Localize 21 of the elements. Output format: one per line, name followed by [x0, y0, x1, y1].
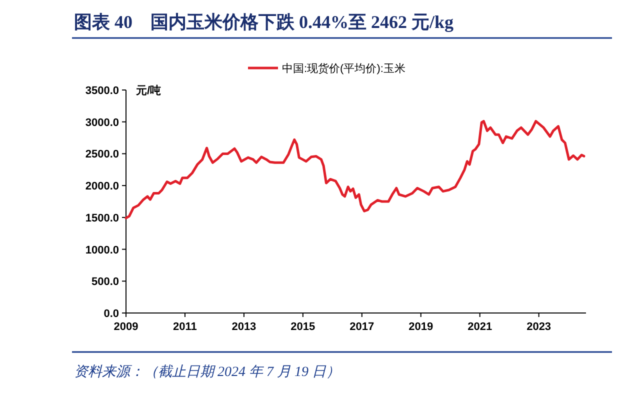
x-tick-label: 2019: [408, 321, 434, 333]
y-tick-label: 3500.0: [85, 85, 119, 97]
y-tick-label: 0.0: [104, 308, 119, 320]
y-tick-label: 2000.0: [85, 180, 119, 193]
y-tick-label: 1000.0: [85, 244, 119, 256]
y-tick-label: 500.0: [91, 276, 119, 288]
text: 资料来源：（截止日期 2024 年 7 月 19 日）: [74, 364, 340, 380]
y-tick-label: 3000.0: [85, 116, 119, 129]
legend-label: 中国:现货价(平均价):玉米: [282, 62, 406, 75]
chart-title: 图表 40 国内玉米价格下跌 0.44%至 2462 元/kg: [74, 12, 454, 32]
x-tick-label: 2011: [173, 321, 197, 333]
x-tick-label: 2023: [526, 321, 552, 333]
y-axis-title: 元/吨: [135, 84, 162, 97]
x-tick-label: 2009: [114, 321, 138, 333]
x-tick-label: 2013: [232, 321, 256, 333]
y-tick-label: 2500.0: [85, 148, 119, 161]
x-tick-label: 2015: [290, 321, 316, 333]
x-tick-label: 2017: [350, 321, 374, 333]
line-series: [124, 120, 586, 220]
y-tick-label: 1500.0: [85, 212, 119, 224]
x-tick-label: 2021: [468, 321, 492, 333]
